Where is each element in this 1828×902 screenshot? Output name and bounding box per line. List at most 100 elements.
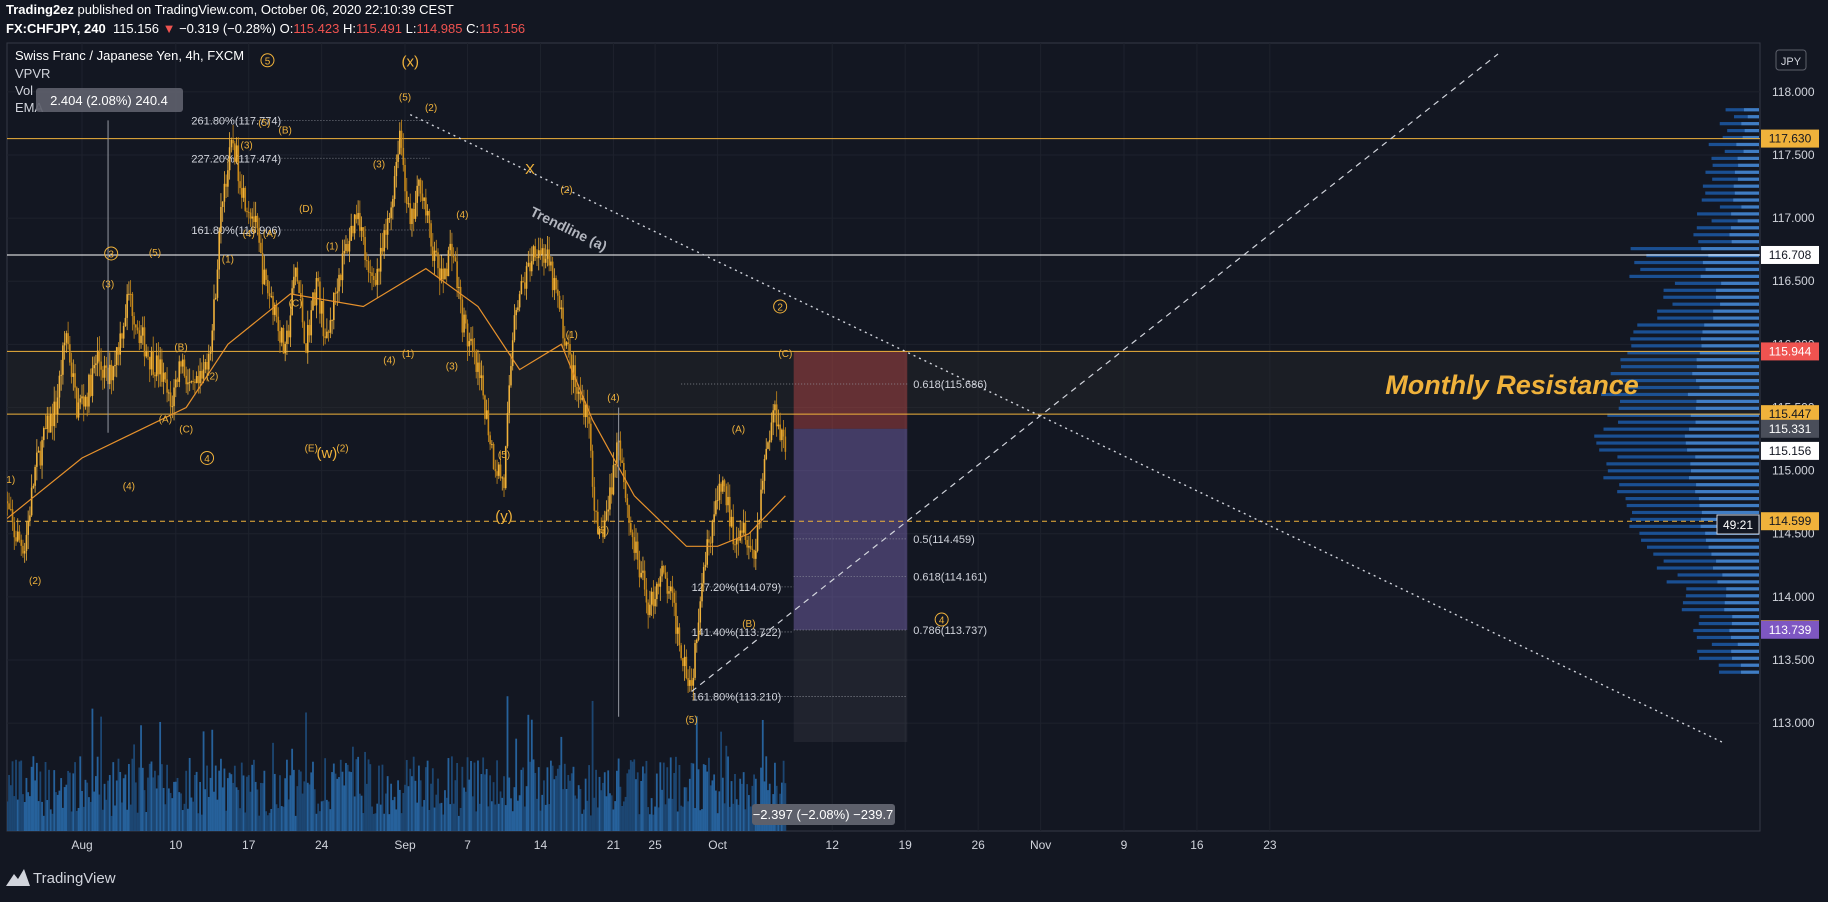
candle[interactable] [635, 541, 637, 553]
candle[interactable] [673, 592, 676, 603]
candle[interactable] [520, 281, 523, 295]
candle[interactable] [402, 147, 405, 165]
candle[interactable] [298, 281, 300, 294]
candle[interactable] [567, 342, 570, 345]
candle[interactable] [239, 181, 241, 189]
candle[interactable] [503, 477, 505, 489]
candle[interactable] [392, 198, 394, 208]
candle[interactable] [767, 442, 769, 449]
candle[interactable] [220, 206, 222, 232]
candle[interactable] [458, 286, 460, 289]
candle[interactable] [419, 179, 422, 194]
candle[interactable] [546, 249, 549, 259]
candle[interactable] [702, 566, 705, 584]
candle[interactable] [438, 268, 441, 281]
candle[interactable] [44, 428, 47, 430]
candle[interactable] [122, 326, 125, 339]
candle[interactable] [121, 333, 123, 339]
candle[interactable] [258, 228, 260, 243]
candle[interactable] [152, 351, 155, 375]
candle[interactable] [218, 231, 220, 270]
candle[interactable] [779, 424, 781, 441]
candle[interactable] [706, 539, 708, 565]
candle[interactable] [388, 218, 391, 220]
candle[interactable] [112, 366, 115, 381]
candle[interactable] [367, 261, 370, 273]
candle[interactable] [253, 216, 255, 223]
candle[interactable] [466, 323, 469, 347]
candle[interactable] [432, 246, 434, 261]
candle[interactable] [256, 215, 259, 229]
candle[interactable] [506, 413, 509, 447]
candle[interactable] [135, 324, 137, 328]
candle[interactable] [16, 531, 19, 542]
candle[interactable] [737, 538, 740, 541]
candle[interactable] [555, 278, 557, 290]
candle[interactable] [77, 402, 80, 418]
candle[interactable] [69, 344, 71, 363]
candle[interactable] [244, 187, 247, 211]
candle[interactable] [414, 202, 417, 219]
candle[interactable] [223, 183, 226, 202]
candle[interactable] [148, 356, 151, 370]
candle[interactable] [784, 436, 787, 452]
candle[interactable] [199, 370, 201, 384]
candle[interactable] [468, 341, 471, 347]
candle[interactable] [265, 269, 267, 280]
candle[interactable] [626, 498, 629, 506]
candle[interactable] [355, 214, 358, 220]
candle[interactable] [683, 656, 686, 667]
candle[interactable] [744, 522, 747, 540]
candle[interactable] [320, 300, 323, 314]
candle[interactable] [409, 203, 412, 224]
candle[interactable] [489, 435, 491, 445]
candle[interactable] [518, 294, 521, 308]
candle[interactable] [671, 586, 674, 593]
candle[interactable] [360, 227, 363, 231]
candle[interactable] [154, 374, 156, 377]
candle[interactable] [465, 314, 467, 324]
candle[interactable] [67, 333, 69, 345]
candle[interactable] [548, 249, 550, 266]
candle[interactable] [313, 292, 316, 306]
candle[interactable] [36, 452, 38, 467]
candle[interactable] [487, 410, 490, 436]
candle[interactable] [560, 307, 563, 310]
candle[interactable] [576, 386, 578, 394]
candle[interactable] [614, 463, 616, 466]
candle[interactable] [317, 278, 319, 282]
candle[interactable] [46, 415, 49, 429]
candle[interactable] [15, 537, 17, 542]
candle[interactable] [775, 404, 778, 427]
candle[interactable] [386, 218, 389, 235]
candle[interactable] [341, 253, 344, 281]
candle[interactable] [180, 361, 182, 367]
candle[interactable] [590, 423, 592, 451]
candle[interactable] [418, 179, 420, 186]
legend-vol[interactable]: Vol [15, 83, 33, 98]
candle[interactable] [138, 330, 141, 344]
candle[interactable] [709, 542, 712, 544]
candle[interactable] [136, 327, 139, 331]
candle[interactable] [273, 304, 276, 315]
candle[interactable] [442, 268, 445, 280]
candle[interactable] [456, 261, 458, 289]
candle[interactable] [324, 336, 326, 338]
candle[interactable] [553, 278, 556, 291]
candle[interactable] [600, 529, 603, 531]
candle[interactable] [477, 362, 479, 372]
candle[interactable] [577, 391, 580, 394]
candle[interactable] [227, 170, 229, 187]
candle[interactable] [539, 250, 542, 255]
candle[interactable] [55, 401, 57, 415]
candle[interactable] [430, 223, 432, 247]
candle[interactable] [777, 424, 780, 427]
candle[interactable] [701, 583, 703, 602]
candle[interactable] [612, 465, 615, 495]
candle[interactable] [628, 505, 630, 524]
candle[interactable] [32, 485, 35, 488]
candle[interactable] [734, 544, 736, 546]
candle[interactable] [338, 274, 340, 292]
candle[interactable] [34, 466, 36, 486]
candle[interactable] [213, 299, 215, 331]
